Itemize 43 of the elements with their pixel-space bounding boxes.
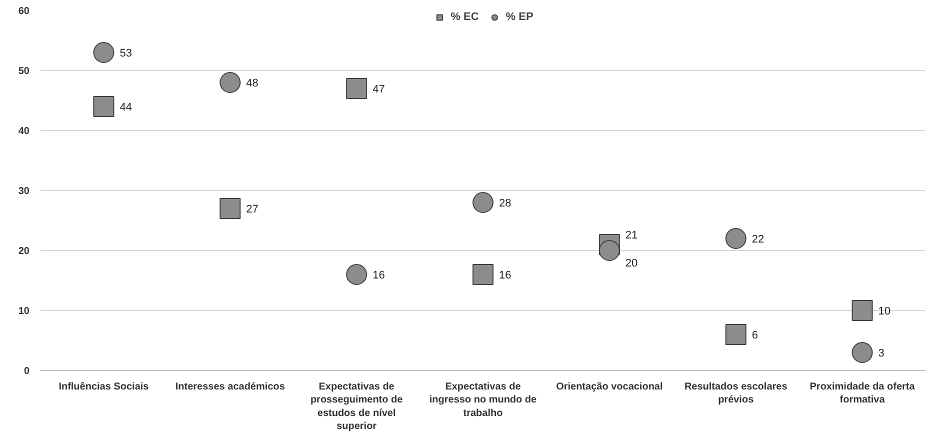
point (93, 42, 114, 63)
legend-label: % EP (506, 11, 534, 23)
point (346, 264, 368, 285)
data-label: 6 (752, 330, 758, 342)
data-label: 44 (120, 102, 132, 114)
point (725, 324, 746, 345)
x-tick-label: Proximidade da oferta formativa (810, 382, 916, 406)
y-tick-label: 60 (18, 6, 30, 17)
y-tick-label: 30 (18, 186, 30, 197)
point (220, 198, 241, 219)
point (220, 72, 241, 93)
data-label: 48 (246, 78, 258, 90)
data-label: 20 (625, 258, 638, 270)
data-label: 10 (878, 306, 891, 318)
point (93, 96, 114, 117)
y-tick-label: 0 (24, 366, 30, 377)
point (472, 264, 494, 285)
point (472, 192, 494, 213)
data-label: 27 (246, 204, 258, 216)
data-label: 21 (625, 230, 638, 242)
point (852, 300, 873, 321)
point (346, 78, 368, 99)
data-label: 16 (499, 270, 512, 282)
x-tick-label: Expectativas de prosseguimento de estudos de nível superior (310, 382, 404, 432)
y-tick-label: 40 (18, 126, 30, 137)
point (852, 342, 873, 363)
y-tick-label: 20 (18, 246, 30, 257)
data-label: 28 (499, 198, 512, 210)
x-tick-label: Resultados escolares prévios (684, 382, 788, 406)
data-label: 53 (120, 48, 132, 60)
data-label: 22 (752, 234, 764, 246)
y-tick-label: 50 (18, 66, 30, 77)
x-tick-label: Expectativas de ingresso no mundo de trabalho (429, 382, 538, 419)
x-tick-label: Interesses académicos (175, 382, 286, 392)
x-tick-label: Orientação vocacional (556, 382, 664, 392)
data-label: 16 (372, 270, 385, 282)
data-label: 47 (372, 84, 385, 96)
x-tick-label: Influências Sociais (58, 382, 150, 392)
y-tick-label: 10 (18, 306, 30, 317)
point (725, 228, 746, 249)
data-label: 3 (878, 348, 884, 360)
point (598, 240, 620, 261)
legend-label: % EC (450, 11, 479, 23)
